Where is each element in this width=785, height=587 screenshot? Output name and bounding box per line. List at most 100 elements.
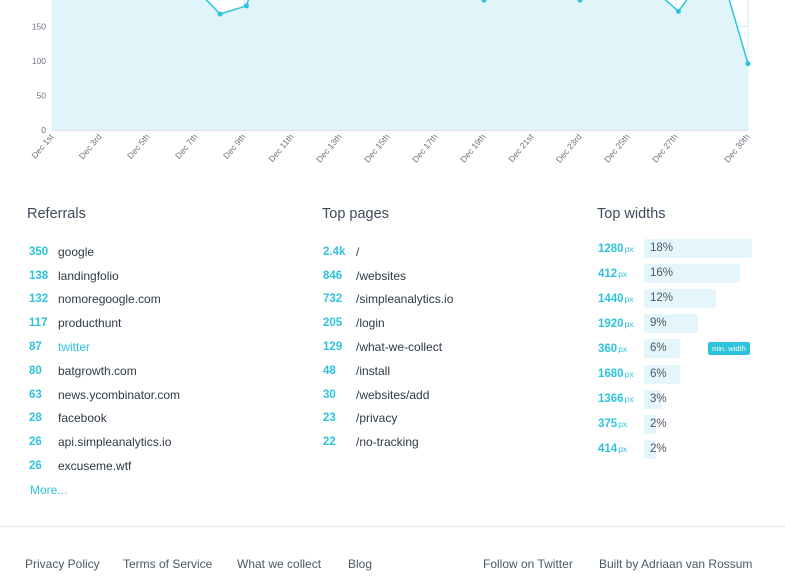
page-count: 30 xyxy=(323,388,336,401)
terms-of-service-link[interactable]: Terms of Service xyxy=(123,557,213,571)
chart-point[interactable] xyxy=(481,0,487,3)
referral-label[interactable]: news.ycombinator.com xyxy=(58,387,181,402)
referral-count: 63 xyxy=(29,388,42,401)
page-path[interactable]: /login xyxy=(356,316,385,331)
referral-label[interactable]: api.simpleanalytics.io xyxy=(58,435,172,450)
referral-label[interactable]: nomoregoogle.com xyxy=(58,292,161,307)
top-pages-list: 2.4k/846/websites 732/simpleanalytics.io 2… xyxy=(323,240,453,454)
y-tick-label: 100 xyxy=(32,56,46,66)
x-tick-label: Dec 25th xyxy=(602,132,632,165)
referral-label[interactable]: twitter xyxy=(58,340,91,355)
x-tick-label: Dec 9th xyxy=(221,132,248,161)
width-value: 360px xyxy=(598,343,644,355)
width-bar xyxy=(644,264,740,284)
width-bar xyxy=(644,339,680,359)
page-path[interactable]: /simpleanalytics.io xyxy=(356,292,454,307)
chart-point[interactable] xyxy=(243,3,249,9)
width-unit: px xyxy=(624,394,634,405)
page-path[interactable]: /install xyxy=(356,363,391,378)
referral-item[interactable]: 117 producthunt xyxy=(29,311,180,335)
referrals-list: 350 google 138 landingfolio 132 nomoregoogle.… xyxy=(29,240,180,502)
privacy-policy-link[interactable]: Privacy Policy xyxy=(25,557,100,571)
referral-count: 26 xyxy=(29,460,42,473)
width-bar-track: 2% xyxy=(644,439,754,459)
y-tick-label: 150 xyxy=(32,22,46,32)
blog-link[interactable]: Blog xyxy=(348,557,373,571)
x-tick-label: Dec 17th xyxy=(410,132,440,165)
page-item[interactable]: 732/simpleanalytics.io xyxy=(323,288,453,312)
built-by-link[interactable]: Built by Adriaan van Rossum xyxy=(599,557,753,571)
width-percent: 3% xyxy=(650,392,667,405)
page-path[interactable]: /what-we-collect xyxy=(356,340,443,355)
referral-item[interactable]: 350 google xyxy=(29,240,180,264)
referral-item[interactable]: 80 batgrowth.com xyxy=(29,359,180,383)
y-tick-label: 50 xyxy=(37,91,47,101)
referral-item[interactable]: 26 api.simpleanalytics.io xyxy=(29,430,180,454)
referral-item[interactable]: 87 twitter xyxy=(29,335,180,359)
referral-count: 28 xyxy=(29,412,42,425)
referral-item[interactable]: 63 news.ycombinator.com xyxy=(29,383,180,407)
referral-item[interactable]: 28 facebook xyxy=(29,407,180,431)
width-bar xyxy=(644,314,698,334)
referral-item[interactable]: 132 nomoregoogle.com xyxy=(29,288,180,312)
page-path[interactable]: / xyxy=(356,244,360,259)
width-percent: 9% xyxy=(650,317,667,330)
width-bar-track: 2% xyxy=(644,414,754,434)
referral-count: 26 xyxy=(29,436,42,449)
more-referrals-link[interactable]: More... xyxy=(30,482,68,497)
referral-item[interactable]: 26 excuseme.wtf xyxy=(29,454,180,478)
width-item: 1440px 12% xyxy=(598,286,754,311)
referral-label[interactable]: google xyxy=(58,244,95,259)
referral-label[interactable]: facebook xyxy=(58,411,107,426)
width-bar-track: 3% xyxy=(644,389,754,409)
width-unit: px xyxy=(618,343,628,354)
width-item: 1280px 18% xyxy=(598,236,754,261)
page-item[interactable]: 846/websites xyxy=(323,264,453,288)
referral-label[interactable]: excuseme.wtf xyxy=(58,459,132,474)
page-count: 48 xyxy=(323,364,336,377)
x-tick-label: Dec 30th xyxy=(722,132,752,165)
width-number: 1920 xyxy=(598,317,624,330)
page-item[interactable]: 129/what-we-collect xyxy=(323,335,453,359)
page-path[interactable]: /privacy xyxy=(356,411,398,426)
width-value: 1680px xyxy=(598,368,644,380)
width-unit: px xyxy=(624,293,634,304)
page-item[interactable]: 23/privacy xyxy=(323,407,453,431)
referral-label[interactable]: producthunt xyxy=(58,316,122,331)
width-unit: px xyxy=(624,243,634,254)
referrals-title: Referrals xyxy=(27,206,86,222)
width-value: 412px xyxy=(598,268,644,280)
visits-chart: 0 50 100 150 Dec 1st Dec 3rd Dec 5th Dec 7th De… xyxy=(29,0,752,165)
page-count: 129 xyxy=(323,341,343,354)
referral-count: 117 xyxy=(29,317,48,330)
chart-point[interactable] xyxy=(745,61,751,67)
page-count: 846 xyxy=(323,269,343,282)
width-unit: px xyxy=(624,369,634,380)
chart-point[interactable] xyxy=(217,11,223,17)
page-item[interactable]: 205/login xyxy=(323,311,453,335)
referral-count: 87 xyxy=(29,341,42,354)
chart-point[interactable] xyxy=(577,0,583,3)
referral-label[interactable]: landingfolio xyxy=(58,268,119,283)
page-path[interactable]: /websites/add xyxy=(356,387,430,402)
follow-on-twitter-link[interactable]: Follow on Twitter xyxy=(483,557,573,571)
page-item[interactable]: 22/no-tracking xyxy=(323,430,453,454)
page-item[interactable]: 2.4k / xyxy=(323,240,453,264)
page-path[interactable]: /no-tracking xyxy=(356,435,419,450)
width-number: 360 xyxy=(598,342,618,355)
what-we-collect-link[interactable]: What we collect xyxy=(237,557,322,571)
chart-point[interactable] xyxy=(675,8,681,14)
width-bar xyxy=(644,439,656,459)
page-path[interactable]: /websites xyxy=(356,268,407,283)
top-pages-title: Top pages xyxy=(322,206,389,222)
width-percent: 6% xyxy=(650,342,667,355)
page-item[interactable]: 48/install xyxy=(323,359,453,383)
x-tick-label: Dec 15th xyxy=(362,132,392,165)
page-count: 732 xyxy=(323,293,343,306)
referral-item[interactable]: 138 landingfolio xyxy=(29,264,180,288)
referral-label[interactable]: batgrowth.com xyxy=(58,363,137,378)
footer-divider xyxy=(0,526,785,527)
x-tick-label: Dec 21st xyxy=(506,131,536,164)
page-item[interactable]: 30/websites/add xyxy=(323,383,453,407)
width-number: 1366 xyxy=(598,393,624,406)
